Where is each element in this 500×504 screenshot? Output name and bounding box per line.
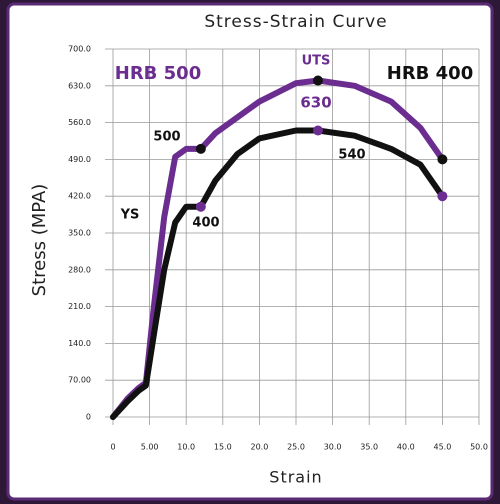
point-marker xyxy=(437,191,448,202)
y-tick-label: 560.0 xyxy=(68,118,91,127)
y-tick-label: 490.0 xyxy=(68,155,91,164)
x-tick-label: 30.0 xyxy=(324,443,342,452)
y-tick-label: 350.0 xyxy=(68,229,91,238)
y-tick-label: 700.0 xyxy=(68,45,91,54)
x-tick-label: 20.0 xyxy=(250,443,268,452)
x-tick-label: 50.0 xyxy=(470,443,488,452)
y-tick-label: 70.00 xyxy=(68,376,91,385)
annotation: 630 xyxy=(300,94,331,112)
x-tick-label: 15.0 xyxy=(214,443,232,452)
panel xyxy=(6,2,494,501)
y-tick-label: 420.0 xyxy=(68,192,91,201)
point-marker xyxy=(437,154,448,165)
annotation: 540 xyxy=(338,148,365,163)
annotation: 500 xyxy=(153,130,180,145)
y-tick-label: 140.0 xyxy=(68,339,91,348)
point-marker xyxy=(312,75,323,86)
x-tick-label: 35.0 xyxy=(360,443,378,452)
point-marker xyxy=(312,125,323,136)
annotation: YS xyxy=(120,208,140,223)
chart-title: Stress-Strain Curve xyxy=(204,12,387,32)
point-marker xyxy=(195,201,206,212)
x-tick-label: 40.0 xyxy=(397,443,415,452)
series-line xyxy=(110,127,446,420)
x-tick-label: 0 xyxy=(110,443,115,452)
x-tick-label: 25.0 xyxy=(287,443,305,452)
y-axis-label: Stress (MPA) xyxy=(29,184,50,297)
x-axis-label: Strain xyxy=(269,468,322,487)
y-tick-label: 280.0 xyxy=(68,265,91,274)
y-tick-label: 0 xyxy=(86,413,91,422)
series-label: HRB 400 xyxy=(387,63,473,84)
y-tick-label: 630.0 xyxy=(68,81,91,90)
annotation: UTS xyxy=(302,54,331,69)
annotation: 400 xyxy=(192,216,219,231)
point-marker xyxy=(195,143,206,154)
x-tick-label: 10.0 xyxy=(177,443,195,452)
x-tick-label: 45.0 xyxy=(433,443,451,452)
y-tick-label: 210.0 xyxy=(68,302,91,311)
series-label: HRB 500 xyxy=(115,63,201,84)
x-tick-label: 5.00 xyxy=(141,443,159,452)
